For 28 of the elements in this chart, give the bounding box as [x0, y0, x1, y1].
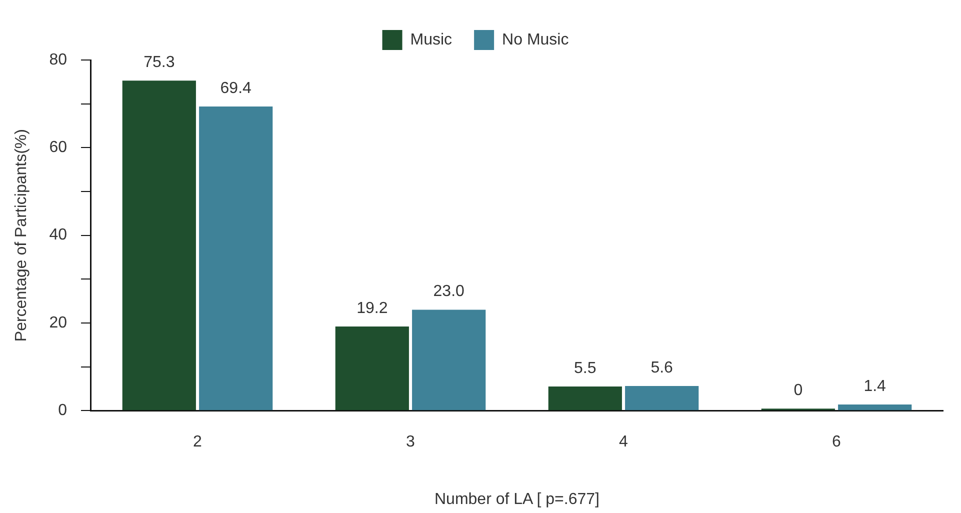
bar	[122, 80, 196, 410]
x-tick-label: 6	[832, 434, 842, 451]
legend-label: Music	[410, 31, 452, 48]
data-label: 5.5	[574, 360, 596, 377]
data-label: 0	[794, 382, 803, 400]
data-label: 5.6	[650, 359, 674, 376]
legend-label: No Music	[502, 31, 569, 48]
y-tick-label: 60	[49, 139, 68, 156]
y-tick-label: 40	[49, 226, 68, 244]
x-tick-label: 3	[406, 434, 416, 451]
bar	[335, 326, 409, 410]
y-axis-title: Percentage of Participants(%)	[13, 129, 30, 342]
y-tick-label: 0	[58, 402, 68, 420]
data-label: 19.2	[356, 300, 388, 317]
bar	[625, 386, 699, 410]
data-label: 23.0	[433, 283, 465, 300]
bar	[838, 404, 912, 410]
data-label: 69.4	[220, 80, 252, 97]
y-tick-label: 80	[49, 51, 68, 68]
data-label: 75.3	[144, 54, 175, 72]
bar	[199, 106, 273, 410]
y-tick-label: 20	[49, 314, 68, 332]
data-label: 1.4	[864, 378, 886, 395]
x-tick-label: 2	[193, 434, 202, 451]
bar	[548, 386, 622, 410]
bar	[412, 310, 486, 410]
x-tick-label: 4	[619, 434, 628, 451]
x-axis-title: Number of LA [ p=.677]	[434, 490, 600, 508]
